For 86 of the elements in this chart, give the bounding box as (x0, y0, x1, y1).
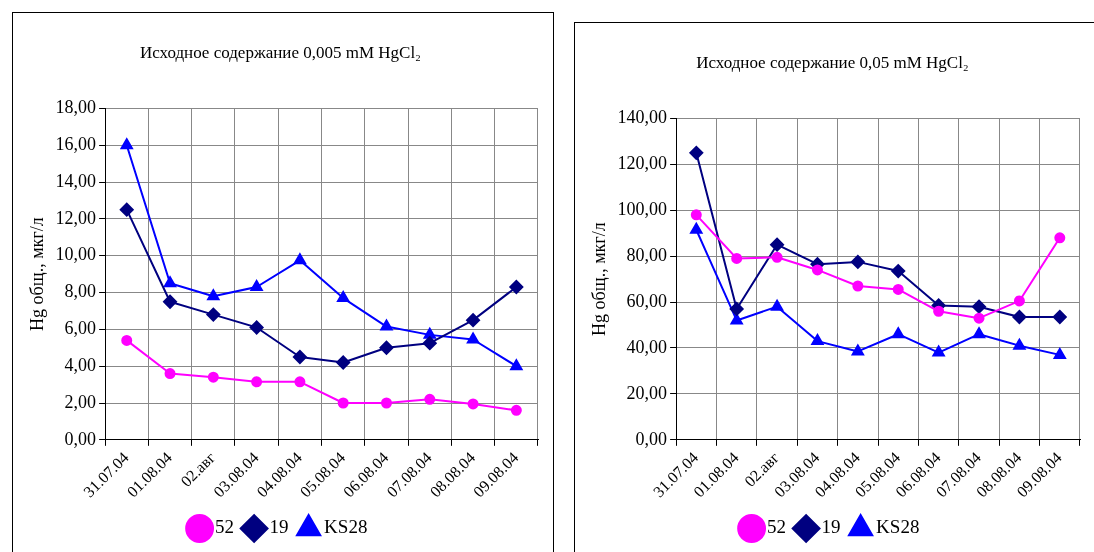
point (510, 404, 522, 416)
point (250, 280, 263, 291)
point (293, 253, 307, 265)
y-axis-title: Hg общ., мкг/л (26, 217, 47, 331)
point (730, 313, 743, 325)
point (249, 320, 264, 335)
point (509, 280, 524, 294)
legend-label: 52 (215, 516, 235, 538)
y-tick-label: 100,00 (617, 198, 668, 219)
y-tick-label: 0,00 (64, 428, 97, 449)
point (690, 209, 702, 221)
point (892, 283, 904, 295)
point (891, 264, 906, 279)
point (292, 349, 307, 364)
point (466, 332, 480, 344)
legend-label: KS28 (324, 516, 368, 538)
y-tick-label: 60,00 (626, 290, 668, 311)
point (380, 397, 392, 409)
legend-label: 19 (269, 516, 289, 538)
point (467, 398, 479, 410)
y-tick-label: 6,00 (64, 318, 97, 339)
point (424, 393, 436, 405)
point (251, 376, 263, 388)
point (163, 294, 178, 309)
legend-label: 19 (821, 516, 841, 538)
y-tick-label: 40,00 (626, 336, 668, 357)
y-tick-label: 12,00 (55, 207, 97, 228)
point (690, 222, 703, 234)
point (423, 327, 436, 339)
legend-label: 52 (767, 516, 787, 538)
point (337, 291, 350, 303)
point (466, 313, 481, 328)
point (337, 397, 349, 409)
point (119, 202, 134, 217)
point (770, 299, 784, 311)
y-tick-label: 80,00 (626, 244, 668, 265)
point (973, 312, 985, 324)
y-tick-label: 140,00 (617, 107, 668, 128)
point (1012, 310, 1027, 324)
point (1053, 347, 1066, 359)
point (206, 307, 221, 322)
y-tick-label: 20,00 (626, 382, 668, 403)
point (380, 319, 393, 331)
y-tick-label: 0,00 (635, 428, 668, 449)
point (852, 280, 864, 292)
point (850, 254, 865, 269)
point (1054, 232, 1066, 244)
point (892, 327, 905, 339)
legend-label: KS28 (876, 516, 920, 538)
point (510, 359, 523, 371)
point (972, 327, 986, 339)
y-tick-label: 2,00 (64, 391, 97, 412)
point (811, 334, 824, 346)
point (379, 340, 394, 355)
y-tick-label: 14,00 (55, 170, 97, 191)
y-tick-label: 18,00 (55, 97, 97, 118)
y-tick-label: 120,00 (617, 153, 668, 174)
point (422, 336, 437, 351)
y-tick-label: 4,00 (64, 354, 97, 375)
point (811, 264, 823, 276)
point (771, 251, 783, 263)
point (1052, 310, 1067, 324)
point (851, 344, 865, 356)
point (932, 345, 945, 357)
point (121, 334, 133, 346)
point (163, 276, 177, 288)
chart-title: Исходное содержание 0,05 mM HgCl₂ (696, 52, 969, 72)
point (207, 289, 220, 301)
point (933, 305, 945, 317)
y-tick-label: 10,00 (55, 244, 97, 265)
point (972, 299, 987, 314)
point (729, 301, 744, 316)
point (1013, 295, 1025, 307)
point (164, 368, 176, 380)
point (294, 376, 306, 388)
point (731, 252, 743, 264)
y-axis-title: Hg общ., мкг/л (588, 222, 609, 336)
y-tick-label: 16,00 (55, 133, 97, 154)
point (689, 145, 704, 160)
point (770, 237, 785, 252)
point (120, 138, 133, 150)
y-tick-label: 8,00 (64, 281, 97, 302)
point (1013, 338, 1026, 350)
point (336, 355, 351, 370)
point (207, 371, 219, 383)
chart-title: Исходное содержание 0,005 mM HgCl₂ (139, 42, 422, 62)
